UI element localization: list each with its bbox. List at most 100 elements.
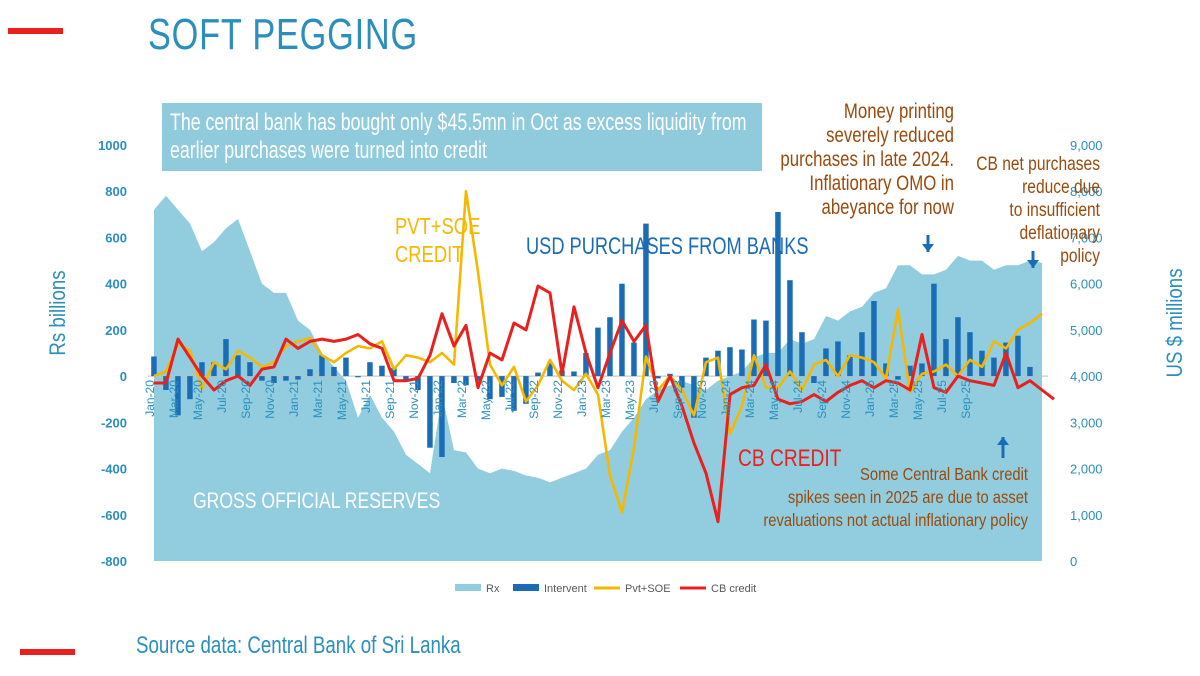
intervention-bar (487, 376, 493, 400)
intervention-bar (811, 376, 817, 383)
reserves-area (154, 195, 1042, 562)
intervention-bar (679, 376, 685, 388)
x-tick-label: Jul-21 (359, 380, 373, 413)
x-tick-label: Sep-20 (239, 380, 253, 419)
intervention-bar (835, 341, 841, 377)
intervention-bar (319, 355, 325, 377)
intervention-bar (799, 332, 805, 377)
intervention-bar (403, 376, 409, 382)
intervention-bar (463, 376, 469, 386)
page-title: SOFT PEGGING (148, 10, 418, 59)
x-tick-label: Nov-23 (695, 380, 709, 419)
x-tick-label: Mar-23 (599, 380, 613, 418)
intervention-bar (907, 365, 913, 377)
x-tick-label: Jan-24 (719, 380, 733, 417)
x-tick-label: Nov-24 (839, 380, 853, 419)
credit-lines-layer (153, 189, 1055, 524)
x-tick-label: Nov-22 (551, 380, 565, 419)
y-tick-left: -400 (101, 462, 127, 477)
intervention-bar (571, 371, 577, 377)
x-tick-label: May-21 (335, 380, 349, 420)
intervention-bar (367, 362, 373, 377)
intervention-bar (343, 357, 349, 377)
y-tick-left: 200 (105, 323, 127, 338)
intervention-bar (895, 376, 901, 380)
arrow-down-icon-head (922, 244, 934, 252)
x-tick-label: Sep-21 (383, 380, 397, 419)
intervention-bar (595, 327, 601, 377)
decorative-red-bar-top (8, 28, 63, 34)
y-tick-left: 800 (105, 184, 127, 199)
x-ticks-layer: Jan-20 Mar-20 May-20 Jul-20 Sep-20 Nov-20 Jan-… (143, 380, 973, 420)
intervention-bar (523, 376, 529, 404)
x-tick-label: May-24 (767, 380, 781, 420)
intervention-bar (859, 332, 865, 377)
intervention-bar (439, 376, 445, 457)
intervention-bar (511, 376, 517, 411)
intervention-bar (415, 376, 421, 390)
legend-swatch-intervent (513, 584, 539, 591)
y-tick-left: -200 (101, 415, 127, 430)
pvt-soe-line (153, 189, 1043, 514)
x-tick-label: Sep-25 (959, 380, 973, 419)
arrow-up-icon-head (997, 437, 1009, 445)
intervention-bar (931, 283, 937, 377)
intervention-bar (763, 320, 769, 377)
asset-revaluation-note: Some Central Bank credit spikes seen in 2… (763, 465, 1028, 531)
intervention-bar (847, 355, 853, 377)
y-tick-right: 8,000 (1070, 184, 1103, 199)
x-tick-label: Mar-22 (455, 380, 469, 418)
intervention-bar (775, 212, 781, 377)
y-tick-right: 6,000 (1070, 277, 1103, 292)
intervention-bar (295, 376, 301, 380)
intervention-bar (151, 356, 157, 377)
decorative-red-bar-bottom (20, 649, 75, 655)
legend-label: Rx (486, 583, 500, 595)
intervention-bar (547, 362, 553, 377)
y-tick-left: 0 (120, 369, 127, 384)
intervention-bar (379, 365, 385, 377)
annotations-layer: PVT+SOE CREDIT USD PURCHASES FROM BANKS GRO… (193, 100, 1100, 530)
intervention-bar (271, 376, 277, 383)
intervention-bar (259, 376, 265, 381)
x-tick-label: Mar-24 (743, 380, 757, 418)
y-tick-left: 1000 (98, 138, 127, 153)
y-tick-right: 7,000 (1070, 230, 1103, 245)
intervention-bar (955, 317, 961, 377)
cb-credit-label: CB CREDIT (738, 444, 841, 472)
y-tick-left: 600 (105, 230, 127, 245)
intervention-bar (307, 369, 313, 377)
legend: Rx Intervent Pvt+SOE CB credit (455, 583, 756, 595)
intervention-bar (427, 376, 433, 448)
x-tick-label: Jan-25 (863, 380, 877, 417)
x-tick-label: Nov-20 (263, 380, 277, 419)
intervention-bar (643, 223, 649, 377)
x-tick-label: Nov-21 (407, 380, 421, 419)
intervention-bar (247, 362, 253, 377)
x-tick-label: May-20 (191, 380, 205, 420)
legend-label: Pvt+SOE (625, 583, 671, 595)
intervention-bar (1027, 366, 1033, 377)
x-tick-label: Jul-20 (215, 380, 229, 413)
intervention-bar (979, 350, 985, 377)
intervention-bar (871, 301, 877, 377)
legend-label: CB credit (711, 583, 756, 595)
intervention-bar (1015, 335, 1021, 377)
arrows-layer (922, 235, 1039, 458)
legend-swatch-rx (455, 584, 481, 591)
intervention-bar (223, 339, 229, 377)
intervention-bar (883, 363, 889, 377)
y-tick-right: 4,000 (1070, 369, 1103, 384)
intervention-bar (235, 355, 241, 377)
intervention-bar (283, 376, 289, 381)
gross-reserves-label: GROSS OFFICIAL RESERVES (193, 489, 440, 513)
y-tick-right: 9,000 (1070, 138, 1103, 153)
pvt-soe-credit-label: PVT+SOE CREDIT (395, 214, 480, 267)
x-tick-label: Jul-22 (503, 380, 517, 413)
intervention-bar (823, 348, 829, 377)
intervention-bar (691, 376, 697, 418)
y-ticks-layer: 1000 800 600 400 200 0 -200 -400 -600 -800 9,000 8,… (98, 138, 1102, 569)
x-tick-label: May-25 (911, 380, 925, 420)
x-tick-label: Mar-20 (167, 380, 181, 418)
source-note: Source data: Central Bank of Sri Lanka (136, 632, 461, 659)
